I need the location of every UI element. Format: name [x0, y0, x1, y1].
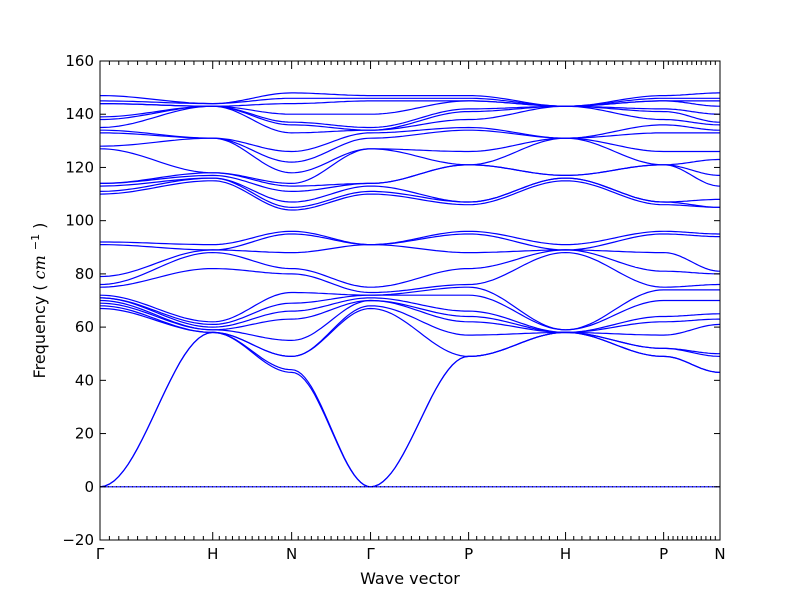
band-line-12	[99, 243, 721, 278]
x-tick-label: Γ	[366, 545, 375, 563]
x-tick-label: H	[560, 545, 571, 563]
y-tick-label: 20	[75, 425, 94, 443]
band-line-22	[100, 129, 720, 163]
y-tick-label: 60	[75, 318, 94, 336]
x-tick-label: P	[659, 545, 668, 563]
band-line-9	[99, 286, 720, 331]
band-line-7	[99, 297, 720, 333]
band-line-1	[99, 331, 721, 488]
y-tick-label: 120	[65, 158, 94, 176]
x-tick-label: Γ	[96, 545, 105, 563]
band-line-5	[99, 299, 721, 341]
band-line-20	[99, 137, 720, 184]
band-line-14	[100, 230, 720, 246]
x-tick-label: N	[714, 545, 725, 563]
y-tick-label: 140	[65, 105, 94, 123]
y-axis-title-unit-exponent: −1	[29, 234, 42, 250]
band-line-21	[99, 137, 720, 174]
y-tick-label: 40	[75, 371, 94, 389]
y-tick-label: 160	[65, 52, 94, 70]
y-axis-title-open-paren: (	[30, 284, 49, 290]
y-axis-title-main: Frequency	[30, 296, 49, 379]
band-line-8	[99, 294, 720, 331]
band-line-10	[99, 251, 720, 294]
band-line-30	[100, 92, 720, 107]
x-axis-title: Wave vector	[360, 569, 460, 588]
y-axis: −20 0 20 40 60 80 100 120 140 160	[62, 52, 720, 549]
x-tick-label: N	[286, 545, 297, 563]
band-line-17	[99, 177, 720, 203]
band-line-4	[99, 305, 720, 358]
band-line-6	[99, 299, 720, 333]
band-lines	[99, 92, 721, 488]
y-tick-label: 0	[84, 478, 94, 496]
x-tick-label: H	[207, 545, 218, 563]
y-tick-label: 80	[75, 265, 94, 283]
band-line-23	[100, 124, 720, 153]
y-axis-title-close-paren: )	[30, 223, 49, 229]
y-axis-title: Frequency ( cm −1 )	[24, 223, 49, 379]
y-axis-title-unit: cm	[30, 255, 49, 279]
plot-frame	[99, 60, 721, 541]
band-line-13	[100, 233, 720, 251]
band-line-28	[100, 100, 720, 107]
band-line-11	[99, 249, 720, 288]
x-tick-label: P	[464, 545, 473, 563]
y-tick-label: −20	[62, 531, 94, 549]
band-line-15	[99, 180, 721, 211]
y-tick-label: 100	[65, 212, 94, 230]
band-line-19	[100, 164, 720, 187]
band-line-2	[99, 331, 721, 488]
band-line-16	[99, 177, 721, 209]
